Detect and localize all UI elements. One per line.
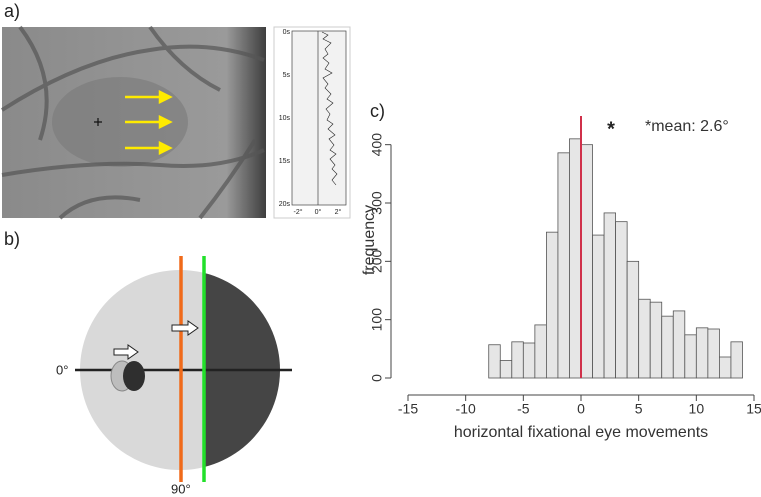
bar [546, 231, 559, 379]
bar [488, 344, 501, 379]
x-tick-label: -5 [517, 401, 530, 417]
y-axis-label: frequency [361, 205, 378, 275]
bar [672, 310, 686, 379]
bar [661, 315, 674, 379]
bar [695, 327, 709, 379]
x-tick-label: -15 [398, 401, 418, 417]
y-tick-label: 400 [369, 133, 385, 157]
bar [569, 138, 582, 379]
fundus-image [0, 25, 266, 220]
bar [730, 341, 743, 379]
trace-y-label: 5s [283, 72, 291, 79]
x-tick-label: -10 [456, 401, 476, 417]
bar [511, 341, 524, 379]
x-tick-label: 5 [635, 401, 643, 417]
stimulus-diagram [75, 256, 292, 482]
trace-x-label: 0° [315, 208, 322, 216]
bar [719, 356, 732, 379]
trace-y-label: 10s [279, 115, 291, 122]
angle-label: 0° [56, 362, 68, 377]
bar [592, 234, 605, 379]
angle-label: 90° [171, 481, 191, 496]
bar [580, 144, 593, 379]
bar [638, 298, 651, 379]
x-tick-label: 10 [689, 401, 705, 417]
panel-label: b) [4, 229, 20, 249]
y-tick-label: 0 [369, 374, 385, 382]
trace-y-label: 15s [279, 158, 291, 165]
panel-label: c) [370, 101, 385, 121]
annotation: *mean: 2.6° [645, 118, 729, 135]
y-tick-label: 100 [369, 308, 385, 332]
x-axis-label: horizontal fixational eye movements [454, 424, 708, 441]
bar [649, 301, 663, 379]
trace-plot [273, 26, 351, 219]
bar [534, 324, 547, 379]
bar [626, 260, 640, 379]
trace-y-label: 20s [279, 201, 291, 208]
bar [522, 342, 536, 379]
bar [603, 212, 616, 379]
bar [684, 334, 697, 379]
annotation-star: * [607, 118, 615, 140]
bar [615, 221, 628, 379]
trace-x-label: 2° [335, 208, 342, 216]
panel-label: a) [4, 1, 20, 21]
y-tick-label: 300 [369, 191, 385, 215]
bar [499, 360, 513, 379]
bar [707, 328, 720, 379]
trace-y-label: 0s [283, 29, 291, 36]
trace-x-label: -2° [293, 208, 302, 216]
x-tick-label: 15 [746, 401, 761, 417]
x-tick-label: 0 [577, 401, 585, 417]
y-tick-label: 200 [369, 249, 385, 273]
bar [557, 152, 570, 379]
